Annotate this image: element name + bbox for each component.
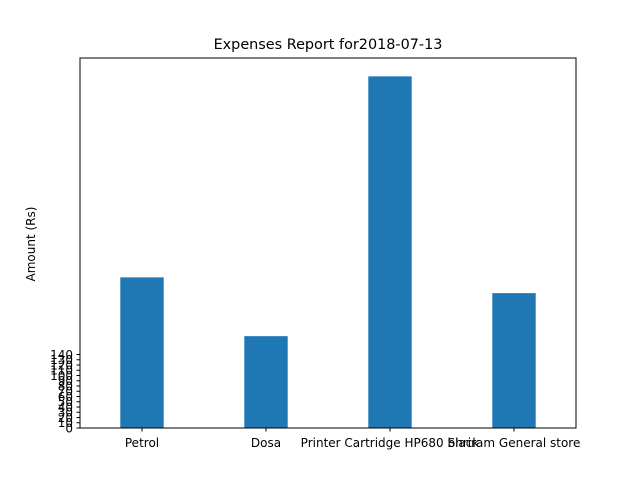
y-tick-label: 0 <box>65 421 73 435</box>
bar-0 <box>120 277 164 428</box>
bar-3 <box>492 293 536 428</box>
y-tick-label: 30 <box>58 406 73 420</box>
y-tick-label: 90 <box>58 374 73 388</box>
y-tick-label: 20 <box>58 411 73 425</box>
x-ticks-group: Petrol Dosa Printer Cartridge HP680 blackS… <box>125 428 581 450</box>
y-tick-label: 50 <box>58 395 73 409</box>
y-tick-label: 140 <box>50 348 73 362</box>
y-tick-label: 100 <box>50 369 73 383</box>
y-tick-label: 60 <box>58 390 73 404</box>
y-tick-label: 40 <box>58 400 73 414</box>
y-axis-label: Amount (Rs) <box>24 207 38 282</box>
y-tick-label: 10 <box>58 416 73 430</box>
y-tick-label: 120 <box>50 358 73 372</box>
y-tick-label: 70 <box>58 385 73 399</box>
x-tick-label: Shriram General store <box>448 436 581 450</box>
plot-frame <box>79 57 577 429</box>
y-tick-label: 110 <box>50 364 73 378</box>
x-tick-label: Printer Cartridge HP680 black <box>301 436 480 450</box>
x-tick-label: Petrol <box>125 436 159 450</box>
x-tick-label: Dosa <box>251 436 281 450</box>
bar-2 <box>368 76 412 428</box>
y-tick-label: 130 <box>50 353 73 367</box>
chart-title: Expenses Report for2018-07-13 <box>214 37 443 53</box>
bar-1 <box>244 336 288 428</box>
bars-group <box>120 76 536 428</box>
y-tick-label: 80 <box>58 379 73 393</box>
